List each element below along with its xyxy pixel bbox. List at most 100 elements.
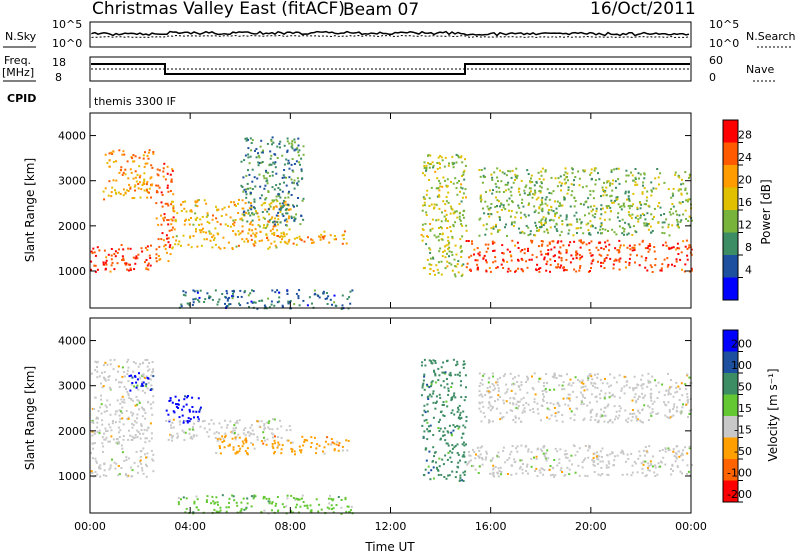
echo-cell — [631, 246, 634, 249]
echo-cell — [437, 427, 440, 429]
echo-cell — [276, 145, 279, 148]
echo-cell — [291, 140, 294, 143]
echo-cell — [96, 268, 99, 271]
echo-cell — [554, 415, 557, 418]
echo-cell — [577, 464, 580, 467]
echo-cell — [123, 385, 126, 388]
echo-cell — [644, 394, 647, 397]
echo-cell — [548, 468, 551, 471]
echo-cell — [458, 374, 461, 377]
echo-cell — [155, 202, 158, 205]
echo-cell — [91, 472, 94, 474]
echo-cell — [460, 264, 463, 267]
echo-cell — [105, 263, 108, 266]
echo-cell — [233, 499, 236, 502]
echo-cell — [196, 216, 199, 219]
echo-cell — [559, 469, 562, 472]
echo-cell — [527, 247, 529, 250]
echo-cell — [299, 505, 302, 508]
echo-cell — [219, 223, 222, 226]
echo-cell — [540, 253, 543, 256]
echo-cell — [647, 204, 650, 207]
echo-cell — [467, 462, 470, 465]
echo-cell — [250, 221, 252, 224]
echo-cell — [431, 218, 434, 221]
echo-cell — [283, 201, 286, 204]
echo-cell — [172, 418, 175, 421]
echo-cell — [290, 178, 293, 181]
echo-cell — [257, 164, 260, 167]
echo-cell — [464, 396, 467, 398]
echo-cell — [146, 162, 149, 165]
echo-cell — [118, 381, 120, 384]
echo-cell — [322, 292, 325, 295]
colorbar-tick-label: 200 — [731, 338, 752, 351]
echo-cell — [247, 153, 250, 156]
echo-cell — [601, 414, 604, 417]
echo-cell — [569, 417, 572, 420]
echo-cell — [563, 196, 565, 199]
echo-cell — [589, 190, 592, 193]
echo-cell — [599, 450, 602, 453]
echo-cell — [669, 393, 672, 396]
echo-cell — [672, 212, 675, 215]
nsearch-line — [91, 34, 690, 39]
echo-cell — [602, 188, 605, 191]
echo-cell — [223, 419, 226, 422]
echo-cell — [524, 186, 527, 189]
echo-cell — [494, 465, 497, 468]
echo-cell — [618, 396, 621, 399]
echo-cell — [196, 200, 199, 203]
echo-cell — [275, 172, 278, 175]
echo-cell — [665, 244, 668, 247]
echo-cell — [155, 217, 158, 220]
echo-cell — [447, 451, 450, 454]
echo-cell — [128, 397, 131, 399]
echo-cell — [108, 152, 111, 155]
echo-cell — [272, 433, 275, 436]
echo-cell — [328, 502, 331, 505]
echo-cell — [235, 501, 238, 504]
echo-cell — [292, 182, 295, 185]
echo-cell — [634, 168, 637, 170]
echo-cell — [167, 219, 170, 221]
echo-cell — [448, 262, 451, 265]
echo-cell — [310, 509, 313, 512]
echo-cell — [592, 208, 594, 211]
nsky-trace — [91, 30, 690, 39]
echo-cell — [497, 394, 500, 397]
echo-cell — [288, 228, 291, 231]
echo-cell — [438, 207, 441, 210]
echo-cell — [579, 226, 582, 229]
echo-cell — [211, 495, 214, 498]
echo-cell — [427, 430, 430, 433]
echo-cell — [96, 246, 99, 249]
echo-cell — [311, 239, 314, 242]
echo-cell — [438, 457, 441, 460]
echo-cell — [480, 200, 482, 203]
echo-cell — [137, 187, 140, 190]
echo-cell — [156, 173, 159, 176]
echo-cell — [103, 469, 106, 472]
echo-cell — [257, 161, 260, 164]
echo-cell — [463, 441, 465, 444]
echo-cell — [601, 232, 603, 235]
echo-cell — [496, 211, 499, 214]
echo-cell — [251, 301, 254, 304]
echo-cell — [459, 411, 462, 414]
echo-cell — [128, 263, 131, 266]
echo-cell — [226, 424, 229, 426]
echo-cell — [300, 168, 303, 171]
echo-cell — [291, 169, 294, 172]
echo-cell — [548, 242, 551, 245]
echo-cell — [559, 252, 562, 255]
echo-cell — [107, 376, 110, 378]
echo-cell — [425, 459, 428, 462]
echo-cell — [439, 182, 442, 185]
echo-cell — [611, 189, 614, 192]
echo-cell — [329, 234, 332, 237]
echo-cell — [278, 236, 281, 239]
echo-cell — [438, 227, 440, 229]
echo-cell — [689, 270, 691, 273]
echo-cell — [484, 243, 487, 246]
